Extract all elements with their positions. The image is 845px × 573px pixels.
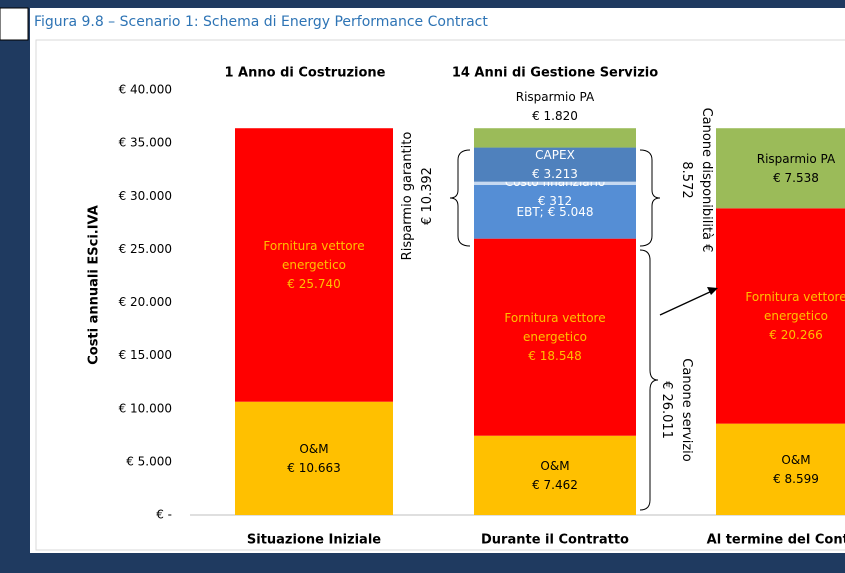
- bar-segment: [474, 147, 636, 182]
- plot: Situazione Iniziale O&M € 10.663 Fornitura …: [235, 90, 845, 548]
- y-tick-label: € 15.000: [119, 348, 172, 362]
- value-label: € 25.740: [287, 276, 340, 290]
- x-tick-label: Situazione Iniziale: [247, 533, 381, 548]
- bar-segment: [474, 128, 636, 148]
- series-name: energetico: [764, 308, 828, 322]
- series-name: Risparmio PA: [516, 90, 595, 104]
- value-label: € 3.213: [532, 167, 578, 181]
- annotation-line: 8.572: [680, 161, 695, 198]
- annotation-line: Canone servizio: [680, 358, 695, 461]
- y-tick-label: € 25.000: [119, 242, 172, 256]
- series-name: Fornitura vettore: [504, 311, 605, 325]
- value-label: € 1.820: [532, 109, 578, 123]
- series-name: energetico: [282, 257, 346, 271]
- arrow-head: [707, 287, 718, 295]
- y-tick-label: € 5.000: [126, 454, 172, 468]
- annotation-line: Canone disponibilità €: [700, 108, 715, 253]
- annotation-line: Risparmio garantito: [400, 132, 415, 261]
- series-name: O&M: [299, 441, 328, 455]
- data-label: O&M € 7.462: [532, 458, 578, 491]
- data-label: Fornitura vettore energetico € 18.548: [504, 311, 605, 363]
- data-label: CAPEX € 3.213: [532, 148, 578, 181]
- caption: Figura 9.8 – Scenario 1: Schema di Energ…: [34, 14, 488, 30]
- y-tick-label: € 20.000: [119, 295, 172, 309]
- series-name: CAPEX: [535, 148, 575, 162]
- brace: [449, 149, 471, 247]
- value-label: € 312: [538, 193, 572, 207]
- series-name: Fornitura vettore: [263, 238, 364, 252]
- bar-segment: [474, 238, 636, 436]
- arrow: [659, 290, 713, 316]
- data-label: EBT; € 5.048: [517, 204, 594, 218]
- bar-segment: [716, 208, 845, 424]
- y-tick-label: € 30.000: [119, 189, 172, 203]
- bar-segment: [716, 128, 845, 209]
- bar-segment: [235, 128, 393, 402]
- y-tick-label: € 35.000: [119, 136, 172, 150]
- data-label: O&M € 8.599: [773, 452, 819, 485]
- annotation-line: € 26.011: [660, 381, 675, 439]
- annotation-line: € 10.392: [420, 167, 435, 225]
- group-header: 1 Anno di Costruzione: [224, 66, 385, 81]
- series-name: Risparmio PA: [757, 151, 836, 165]
- value-label: € 8.599: [773, 471, 819, 485]
- bar-segment: [716, 423, 845, 515]
- x-tick-label: Durante il Contratto: [481, 533, 629, 548]
- y-tick-label: € 10.000: [119, 401, 172, 415]
- value-label: € 20.266: [769, 327, 822, 341]
- annotation: Canone disponibilità € 8.572: [680, 108, 715, 253]
- data-label: Risparmio PA € 7.538: [757, 151, 836, 184]
- x-tick-label: Al termine del Contratto: [707, 533, 845, 548]
- data-label: Fornitura vettore energetico € 20.266: [745, 289, 845, 341]
- brace: [639, 149, 661, 247]
- series-name: Fornitura vettore: [745, 289, 845, 303]
- value-label: € 18.548: [528, 349, 581, 363]
- annotation: Risparmio garantito € 10.392: [400, 132, 435, 261]
- group-header: 14 Anni di Gestione Servizio: [452, 66, 658, 81]
- value-label: € 7.538: [773, 170, 819, 184]
- series-name: energetico: [523, 330, 587, 344]
- bar-segment: [474, 185, 636, 239]
- brace: [639, 249, 659, 511]
- data-label: O&M € 10.663: [287, 441, 340, 474]
- data-label: Risparmio PA € 1.820: [516, 90, 595, 123]
- bar-segment: [474, 181, 636, 186]
- data-label: Fornitura vettore energetico € 25.740: [263, 238, 364, 290]
- series-name: O&M: [540, 458, 569, 472]
- annotation: Canone servizio € 26.011: [660, 358, 695, 461]
- chart-area: [35, 39, 845, 551]
- value-label: € 10.663: [287, 460, 340, 474]
- side-box: [0, 7, 29, 41]
- value-label: € 7.462: [532, 477, 578, 491]
- y-axis-label: Costi annuali ESci.IVA: [87, 205, 102, 365]
- value-label: € 5.048: [548, 204, 594, 218]
- panel: [30, 8, 845, 553]
- bar-segment: [474, 435, 636, 515]
- bar-segment: [235, 401, 393, 515]
- series-name: EBT;: [517, 204, 544, 218]
- series-name: O&M: [781, 452, 810, 466]
- y-tick-label: € 40.000: [119, 83, 172, 97]
- y-tick-label: € -: [156, 508, 172, 522]
